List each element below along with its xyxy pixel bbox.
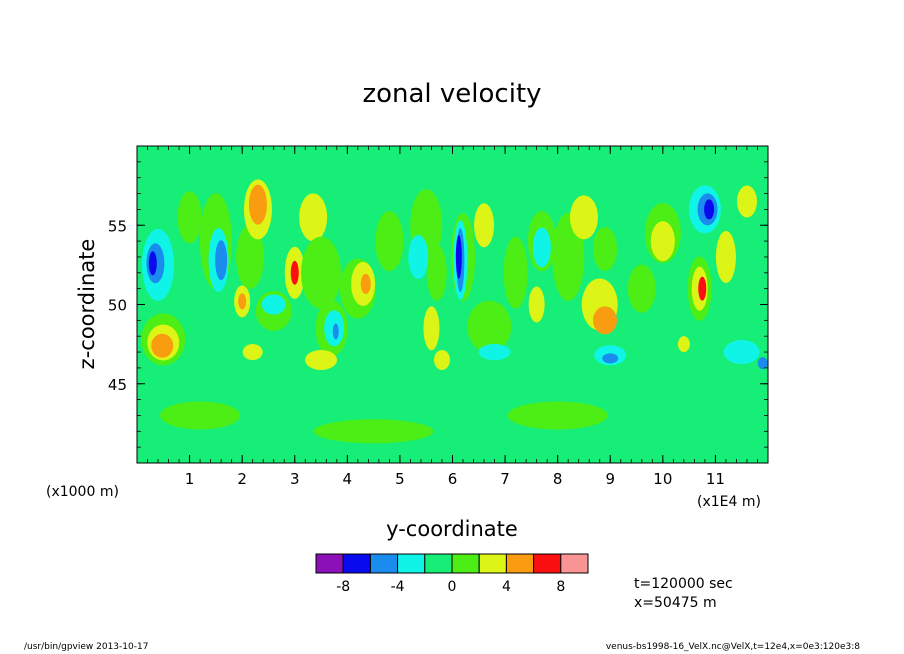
y-axis: 45 50 55 [108, 145, 768, 464]
contour-region [215, 240, 228, 281]
contour-region [698, 276, 707, 301]
colorbar: -8 -4 0 4 8 [315, 553, 589, 595]
x-tick-label: 5 [395, 470, 405, 488]
y-axis-label: z-coordinate [75, 239, 99, 370]
contour-region [569, 195, 598, 240]
contour-region [299, 193, 328, 242]
colorbar-swatch [451, 553, 480, 574]
colorbar-tick-label: 4 [502, 579, 511, 595]
contour-region [602, 353, 619, 364]
footer-right: venus-bs1998-16_VelX.nc@VelX,t=12e4,x=0e… [605, 642, 860, 652]
contour-region [723, 340, 760, 365]
contour-region [423, 306, 440, 351]
contour-region [305, 349, 338, 370]
contour-region [360, 273, 371, 294]
colorbar-tick-label: -8 [336, 579, 350, 595]
contour-region [408, 234, 429, 279]
contour-region [757, 357, 768, 370]
contour-region [433, 349, 450, 370]
contour-region [160, 401, 241, 430]
colorbar-swatch [315, 553, 344, 574]
contour-region [238, 293, 247, 310]
colorbar-swatch [505, 553, 535, 574]
contour-region [236, 224, 265, 289]
contour-region [455, 234, 462, 279]
x-tick-label: 7 [500, 470, 510, 488]
colorbar-swatch [397, 553, 426, 574]
x-tick-label: 1 [185, 470, 195, 488]
contour-region [301, 236, 342, 309]
contour-region [503, 236, 528, 309]
contour-region [332, 323, 339, 340]
contour-region [474, 203, 495, 248]
contour-region [148, 251, 157, 276]
contour-region [290, 260, 299, 285]
contour-region [532, 227, 551, 268]
contour-field [137, 179, 768, 444]
contour-region [261, 294, 286, 315]
colorbar-swatch [369, 553, 399, 574]
contour-region [242, 344, 263, 361]
x-axis: 1 2 3 4 5 6 7 8 9 10 11 [136, 146, 769, 488]
contour-region [650, 221, 675, 262]
y-tick-label: 50 [108, 297, 127, 315]
x-tick-label: 11 [706, 470, 725, 488]
contour-region [375, 211, 404, 272]
chart-title: zonal velocity [362, 79, 541, 109]
colorbar-tick-label: 8 [556, 579, 565, 595]
colorbar-swatch [478, 553, 507, 574]
colorbar-swatch [342, 553, 371, 574]
contour-region [467, 300, 512, 353]
x-tick-label: 2 [237, 470, 247, 488]
colorbar-tick-label: 0 [448, 579, 457, 595]
colorbar-swatch [560, 553, 589, 574]
x-unit-note: (x1E4 m) [697, 494, 761, 510]
position-note: x=50475 m [634, 595, 717, 611]
x-tick-label: 4 [343, 470, 353, 488]
contour-region [736, 185, 757, 218]
contour-region [313, 419, 434, 444]
contour-region [478, 344, 511, 361]
contour-region [592, 306, 617, 335]
contour-region [677, 336, 690, 353]
contour-region [426, 244, 447, 301]
y-unit-note: (x1000 m) [46, 484, 119, 500]
footer-left: /usr/bin/gpview 2013-10-17 [24, 642, 149, 652]
x-tick-label: 8 [553, 470, 563, 488]
contour-region [151, 333, 174, 358]
y-tick-label: 45 [108, 376, 127, 394]
contour-region [627, 264, 656, 313]
time-note: t=120000 sec [634, 576, 733, 592]
x-tick-label: 9 [605, 470, 615, 488]
x-tick-label: 6 [448, 470, 458, 488]
contour-region [715, 230, 736, 283]
contour-region [592, 227, 617, 272]
colorbar-tick-label: -4 [391, 579, 405, 595]
y-tick-label: 55 [108, 217, 127, 235]
colorbar-swatch [424, 553, 453, 574]
colorbar-swatch [533, 553, 562, 574]
contour-region [177, 191, 202, 244]
contour-region [507, 401, 608, 430]
contour-region [528, 286, 545, 323]
x-tick-label: 3 [290, 470, 300, 488]
x-axis-label: y-coordinate [386, 517, 518, 541]
contour-region [704, 199, 715, 220]
x-tick-label: 10 [653, 470, 672, 488]
contour-region [248, 184, 267, 225]
